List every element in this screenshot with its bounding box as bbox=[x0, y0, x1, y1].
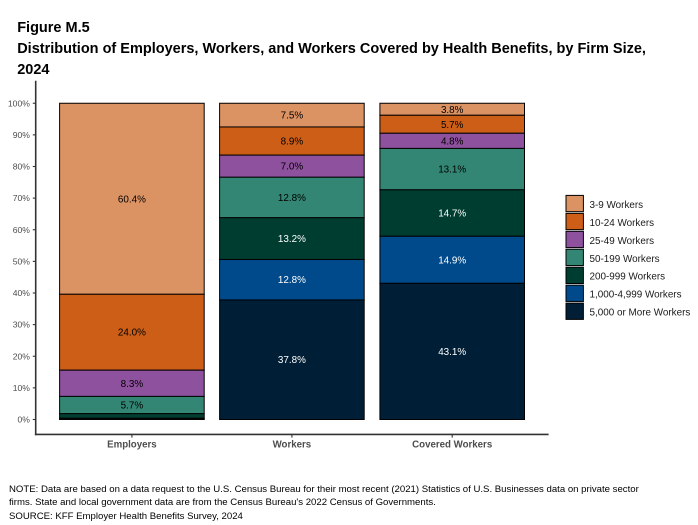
svg-text:43.1%: 43.1% bbox=[438, 347, 466, 358]
svg-text:40%: 40% bbox=[13, 288, 31, 298]
svg-text:37.8%: 37.8% bbox=[278, 355, 306, 366]
svg-text:3-9 Workers: 3-9 Workers bbox=[590, 200, 644, 211]
svg-text:14.9%: 14.9% bbox=[438, 255, 466, 266]
svg-text:70%: 70% bbox=[13, 193, 31, 203]
svg-text:Workers: Workers bbox=[273, 439, 312, 450]
svg-text:25-49 Workers: 25-49 Workers bbox=[590, 236, 655, 247]
svg-text:50-199 Workers: 50-199 Workers bbox=[590, 254, 660, 265]
svg-text:50%: 50% bbox=[13, 256, 31, 266]
svg-text:5,000 or More Workers: 5,000 or More Workers bbox=[590, 308, 691, 319]
svg-text:14.7%: 14.7% bbox=[438, 209, 466, 220]
svg-text:5.7%: 5.7% bbox=[441, 120, 464, 131]
svg-text:24.0%: 24.0% bbox=[118, 328, 146, 339]
svg-text:7.5%: 7.5% bbox=[281, 111, 304, 122]
svg-text:100%: 100% bbox=[8, 98, 30, 108]
svg-text:13.1%: 13.1% bbox=[438, 165, 466, 176]
svg-text:60%: 60% bbox=[13, 225, 31, 235]
svg-text:12.8%: 12.8% bbox=[278, 193, 306, 204]
svg-text:60.4%: 60.4% bbox=[118, 194, 146, 205]
svg-text:90%: 90% bbox=[13, 130, 31, 140]
svg-text:12.8%: 12.8% bbox=[278, 275, 306, 286]
svg-text:10-24 Workers: 10-24 Workers bbox=[590, 218, 655, 229]
svg-text:7.0%: 7.0% bbox=[281, 162, 304, 173]
svg-text:5.7%: 5.7% bbox=[121, 401, 144, 412]
svg-text:30%: 30% bbox=[13, 320, 31, 330]
svg-text:10%: 10% bbox=[13, 383, 31, 393]
svg-text:1,000-4,999 Workers: 1,000-4,999 Workers bbox=[590, 290, 682, 301]
svg-text:8.3%: 8.3% bbox=[121, 379, 144, 390]
svg-text:13.2%: 13.2% bbox=[278, 234, 306, 245]
svg-text:80%: 80% bbox=[13, 162, 31, 172]
svg-text:200-999 Workers: 200-999 Workers bbox=[590, 272, 666, 283]
svg-text:Covered Workers: Covered Workers bbox=[412, 439, 492, 450]
svg-text:8.9%: 8.9% bbox=[281, 137, 304, 148]
svg-text:3.8%: 3.8% bbox=[441, 105, 464, 116]
svg-text:Employers: Employers bbox=[107, 439, 157, 450]
svg-text:20%: 20% bbox=[13, 351, 31, 361]
svg-text:4.8%: 4.8% bbox=[441, 136, 464, 147]
svg-text:0%: 0% bbox=[17, 415, 30, 425]
